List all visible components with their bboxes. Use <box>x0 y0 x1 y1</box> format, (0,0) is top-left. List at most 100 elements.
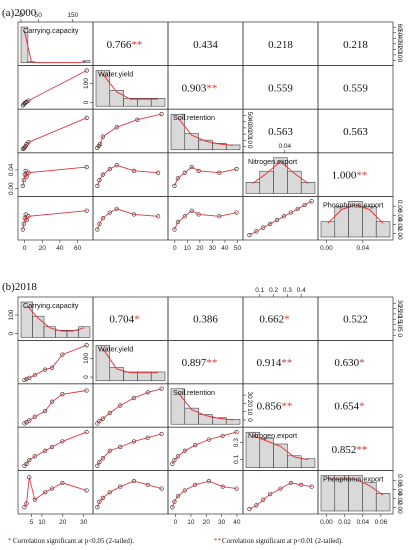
scatter-point <box>95 227 100 232</box>
scatter-point <box>100 172 105 177</box>
scatter-point <box>302 202 307 208</box>
significance-stars: * <box>359 357 365 369</box>
correlation-value: 0.897** <box>182 357 218 369</box>
scatter-point <box>254 229 259 234</box>
scatter-point <box>97 178 102 183</box>
scatter-point <box>22 421 27 426</box>
smooth-line <box>96 208 159 230</box>
correlation-value: 0.386 <box>193 314 218 326</box>
axis-tick-label: 0.04 <box>356 245 369 252</box>
axis-tick-label: 40 <box>396 35 403 43</box>
histogram-bar <box>78 326 91 338</box>
smooth-line <box>96 164 159 187</box>
correlation-value: 0.704* <box>109 314 139 326</box>
variable-label: Phosphorus.export <box>323 200 383 209</box>
axis-tick-label: 10 <box>396 321 403 329</box>
scatter-point <box>170 461 175 466</box>
scatter-point <box>288 210 293 215</box>
significance-stars: ** <box>356 444 367 456</box>
histogram-bar <box>95 70 111 107</box>
axis-tick-label: 5 <box>396 328 403 332</box>
cell-frame <box>167 152 244 197</box>
histogram-bar <box>259 170 274 194</box>
histogram-bar <box>170 388 186 425</box>
diagonal-tick-label: 0 <box>83 375 90 379</box>
scatter-point <box>22 505 27 510</box>
histogram-bar <box>273 443 288 468</box>
footnote-star-double: ** <box>214 537 222 545</box>
scatter-point <box>118 403 123 408</box>
axis-tick-label: 0 <box>396 59 403 63</box>
histogram-bar <box>245 182 261 194</box>
axis-tick-label: 15 <box>396 316 403 324</box>
scatter-point <box>107 166 112 172</box>
scatter-point <box>97 459 102 465</box>
scatter-point <box>97 499 102 504</box>
scatter-point <box>26 140 31 145</box>
smooth-line <box>24 344 87 381</box>
axis-tick-label: 20 <box>39 245 47 252</box>
scatter-point <box>60 439 65 444</box>
cell-frame <box>92 196 169 241</box>
scatter-point <box>49 444 55 450</box>
scatter-point <box>95 421 100 426</box>
scatter-point <box>95 505 100 510</box>
histogram-bar <box>362 482 377 512</box>
scatter-point <box>159 386 164 391</box>
smooth-line <box>172 431 237 465</box>
axis-tick-label: 0 <box>174 519 178 526</box>
scatter-point <box>26 98 31 103</box>
scatter-point <box>175 176 180 181</box>
variable-label: Phosphorus.export <box>323 475 383 484</box>
smooth-line <box>173 210 237 230</box>
diagonal-tick-label: 0.04 <box>396 483 403 496</box>
correlation-value: 0.654* <box>334 401 364 413</box>
smooth-line <box>22 210 87 230</box>
axis-tick-label: 50 <box>396 29 403 37</box>
density-line <box>102 73 159 100</box>
scatter-point <box>131 478 137 484</box>
scatter-point <box>107 210 112 215</box>
histogram-bar <box>184 133 199 151</box>
diagonal-tick-label: 0 <box>8 332 15 336</box>
scatter-point <box>97 419 102 424</box>
histogram-bar <box>109 367 124 382</box>
scatter-point <box>114 206 119 211</box>
correlation-value: 0.630* <box>334 357 364 369</box>
histogram-bar <box>375 221 391 238</box>
smooth-line <box>249 200 312 236</box>
axis-tick-label: 5 <box>30 519 34 526</box>
scatter-point <box>84 115 89 120</box>
histogram-bar <box>362 206 377 238</box>
axis-tick-label: 30 <box>80 519 88 526</box>
histogram-bar <box>225 419 241 425</box>
scatter-point <box>172 227 177 232</box>
scatter-point <box>32 373 37 378</box>
footnote-text-p01: Correlation significant at p<0.01 (2-tai… <box>222 537 343 545</box>
scatter-point <box>175 219 180 225</box>
scatter-point <box>95 463 100 468</box>
correlation-value: 0.662* <box>259 314 289 326</box>
correlation-value: 0.218 <box>268 39 293 51</box>
smooth-line <box>22 70 87 106</box>
significance-stars: ** <box>206 82 217 94</box>
variable-label: Water.yield <box>98 70 133 79</box>
smooth-line <box>24 390 87 424</box>
cell-frame <box>167 196 244 241</box>
diagonal-tick-label: 0.04 <box>396 209 403 222</box>
scatter-point <box>118 484 123 489</box>
axis-tick-label: 0.3 <box>283 287 292 294</box>
scatter-point <box>43 409 48 414</box>
variable-label: Soil.retention <box>173 113 215 122</box>
variable-label: Nitrogen.export <box>248 157 297 166</box>
scatter-point <box>97 221 102 226</box>
significance-stars: * <box>359 401 365 413</box>
correlation-value: 0.563 <box>343 126 368 138</box>
smooth-line <box>97 433 162 466</box>
density-line <box>252 435 309 461</box>
correlation-value: 0.903** <box>182 82 218 94</box>
cell-frame <box>317 196 394 241</box>
axis-tick-label: 0 <box>173 245 177 252</box>
panel-2018: (b)2018 Carrying.capacity0100Water.yield… <box>2 281 403 526</box>
